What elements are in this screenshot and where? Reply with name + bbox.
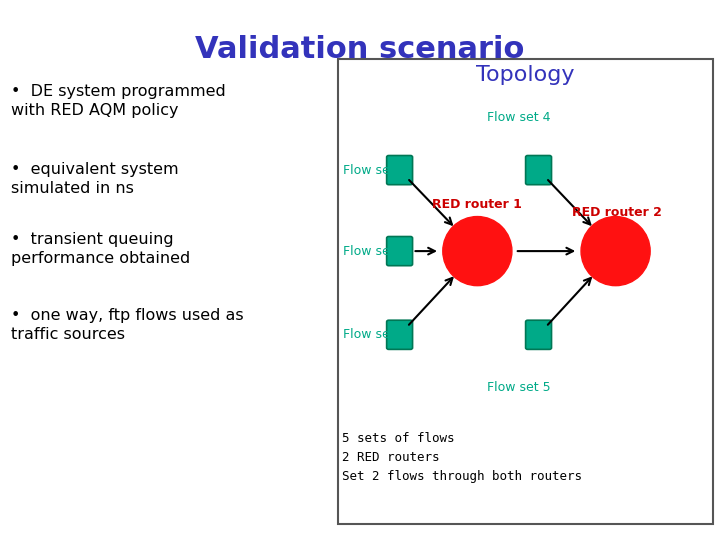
- FancyBboxPatch shape: [387, 237, 413, 266]
- FancyBboxPatch shape: [387, 320, 413, 349]
- Text: •  DE system programmed
with RED AQM policy: • DE system programmed with RED AQM poli…: [11, 84, 225, 118]
- Text: Flow set 3: Flow set 3: [343, 328, 407, 341]
- Text: •  equivalent system
simulated in ns: • equivalent system simulated in ns: [11, 162, 179, 196]
- Text: Topology: Topology: [477, 65, 575, 85]
- Ellipse shape: [443, 217, 512, 286]
- FancyBboxPatch shape: [387, 156, 413, 185]
- FancyBboxPatch shape: [526, 156, 552, 185]
- Text: RED router 1: RED router 1: [432, 198, 522, 211]
- Text: •  transient queuing
performance obtained: • transient queuing performance obtained: [11, 232, 190, 266]
- Text: •  one way, ftp flows used as
traffic sources: • one way, ftp flows used as traffic sou…: [11, 308, 243, 342]
- Text: Flow set 4: Flow set 4: [487, 111, 550, 124]
- Text: Flow set 1: Flow set 1: [343, 164, 407, 177]
- Text: Flow set 5: Flow set 5: [487, 381, 550, 394]
- FancyBboxPatch shape: [526, 320, 552, 349]
- Text: Flow set 2: Flow set 2: [343, 245, 407, 258]
- Text: Validation scenario: Validation scenario: [195, 35, 525, 64]
- FancyBboxPatch shape: [338, 59, 713, 524]
- Ellipse shape: [581, 217, 650, 286]
- Text: RED router 2: RED router 2: [572, 206, 662, 219]
- Text: 5 sets of flows
2 RED routers
Set 2 flows through both routers: 5 sets of flows 2 RED routers Set 2 flow…: [342, 432, 582, 483]
